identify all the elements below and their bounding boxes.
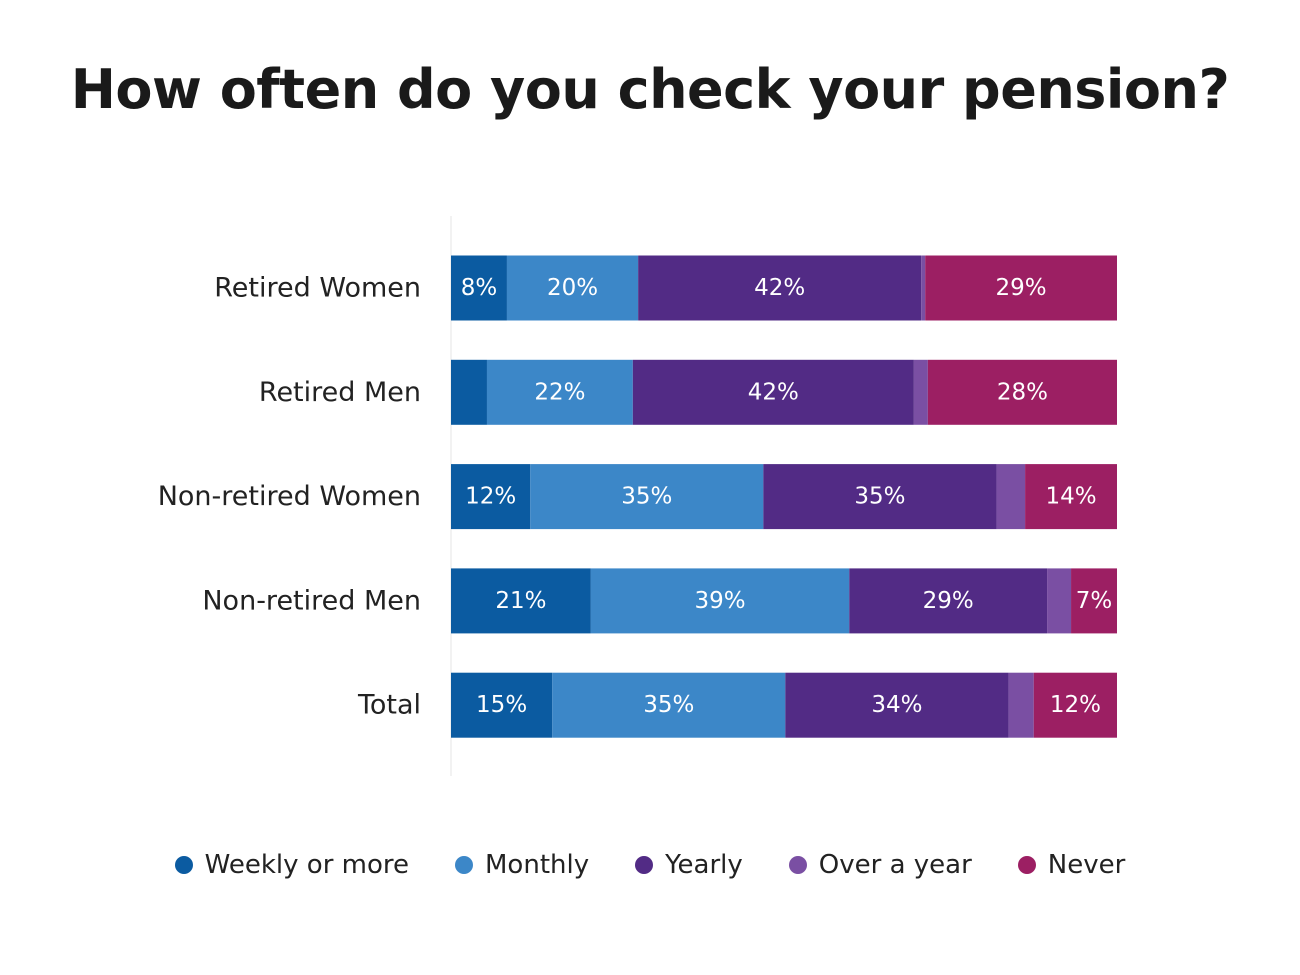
data-label-non-retired-women-yearly: 35%	[854, 484, 905, 510]
data-label-non-retired-women-never: 14%	[1045, 484, 1096, 510]
data-label-total-monthly: 35%	[643, 692, 694, 718]
legend-marker-over-a-year	[788, 856, 807, 874]
bar-retired-men-weekly-or-more	[451, 359, 487, 425]
bar-non-retired-women-weekly-or-more	[451, 464, 531, 530]
legend-label-never: Never	[1047, 850, 1126, 880]
data-label-total-weekly-or-more: 15%	[476, 692, 527, 718]
legend-item-weekly-or-more: Weekly or more	[174, 850, 409, 880]
data-label-retired-men-yearly: 42%	[748, 379, 799, 405]
bar-non-retired-men-weekly-or-more	[451, 568, 591, 634]
data-label-non-retired-women-weekly-or-more: 12%	[465, 484, 516, 510]
data-label-non-retired-men-weekly-or-more: 21%	[495, 588, 546, 614]
data-label-non-retired-women-monthly: 35%	[621, 484, 672, 510]
data-label-retired-women-weekly-or-more: 8%	[461, 275, 498, 301]
bar-total-monthly	[552, 672, 786, 738]
category-label-retired-women: Retired Women	[214, 273, 421, 304]
data-label-total-never: 12%	[1050, 692, 1101, 718]
bar-total-weekly-or-more	[451, 672, 553, 738]
bars-group: Retired Women 8% 20% 42% 29% Retired Men 22% 42…	[158, 255, 1117, 738]
category-label-non-retired-women: Non-retired Women	[158, 481, 421, 512]
bar-non-retired-men-monthly	[590, 568, 850, 634]
category-label-retired-men: Retired Men	[259, 377, 421, 408]
data-label-retired-men-monthly: 22%	[534, 379, 585, 405]
bar-retired-men-monthly	[486, 359, 633, 425]
chart-title: How often do you check your pension?	[70, 58, 1230, 121]
bar-retired-men-never	[927, 359, 1117, 425]
data-label-retired-men-never: 28%	[997, 379, 1048, 405]
legend-item-yearly: Yearly	[635, 850, 743, 880]
legend-label-over-a-year: Over a year	[818, 850, 972, 880]
bar-retired-women-yearly	[638, 255, 922, 321]
legend-label-weekly-or-more: Weekly or more	[204, 850, 409, 880]
bar-non-retired-women-yearly	[763, 464, 997, 530]
data-label-retired-women-yearly: 42%	[754, 275, 805, 301]
legend: Weekly or more Monthly Yearly Over a year Ne…	[0, 850, 1300, 880]
bar-retired-men-over-a-year	[913, 359, 928, 425]
legend-item-monthly: Monthly	[455, 850, 589, 880]
legend-marker-yearly	[635, 856, 654, 874]
data-label-retired-women-monthly: 20%	[547, 275, 598, 301]
data-label-non-retired-men-yearly: 29%	[923, 588, 974, 614]
bar-retired-women-weekly-or-more	[451, 255, 507, 321]
bar-retired-men-yearly	[632, 359, 914, 425]
legend-item-never: Never	[1017, 850, 1126, 880]
bar-non-retired-men-over-a-year	[1047, 568, 1072, 634]
bar-non-retired-women-over-a-year	[996, 464, 1026, 530]
bar-non-retired-men-never	[1071, 568, 1117, 634]
legend-label-monthly: Monthly	[485, 850, 590, 880]
legend-marker-weekly-or-more	[174, 856, 193, 874]
legend-marker-never	[1017, 856, 1036, 874]
bar-non-retired-men-yearly	[849, 568, 1048, 634]
data-label-retired-women-never: 29%	[996, 275, 1047, 301]
bar-retired-women-over-a-year	[921, 255, 926, 321]
bar-non-retired-women-never	[1025, 464, 1117, 530]
data-label-non-retired-men-never: 7%	[1076, 588, 1113, 614]
bar-total-over-a-year	[1008, 672, 1034, 738]
bar-total-never	[1033, 672, 1117, 738]
bar-total-yearly	[785, 672, 1009, 738]
bar-non-retired-women-monthly	[530, 464, 764, 530]
data-label-non-retired-men-monthly: 39%	[695, 588, 746, 614]
legend-item-over-a-year: Over a year	[788, 850, 972, 880]
legend-label-yearly: Yearly	[665, 850, 743, 880]
category-label-total: Total	[357, 690, 421, 721]
bar-retired-women-monthly	[506, 255, 639, 321]
bar-retired-women-never	[925, 255, 1117, 321]
category-label-non-retired-men: Non-retired Men	[202, 585, 421, 616]
data-label-total-yearly: 34%	[871, 692, 922, 718]
legend-marker-monthly	[455, 856, 473, 874]
